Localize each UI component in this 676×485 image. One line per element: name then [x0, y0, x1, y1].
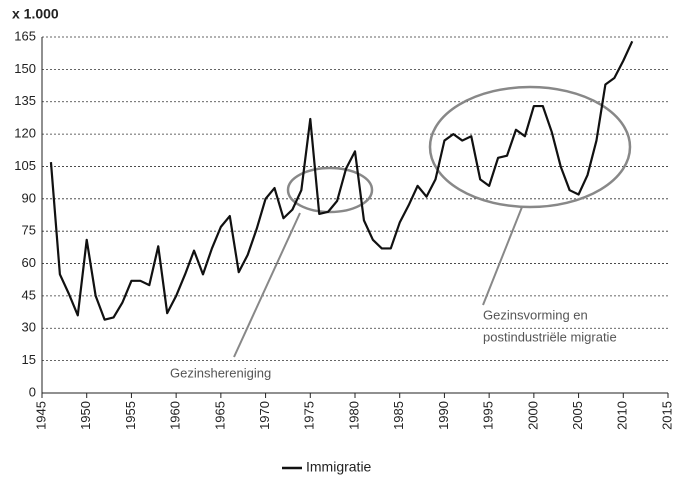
y-tick-label: 75	[22, 223, 36, 238]
x-tick-label: 2010	[615, 401, 630, 430]
x-tick-label: 2015	[659, 401, 674, 430]
x-tick-label: 1965	[212, 401, 227, 430]
x-tick-label: 1950	[78, 401, 93, 430]
y-tick-label: 15	[22, 352, 36, 367]
x-tick-label: 1975	[302, 401, 317, 430]
y-tick-label: 90	[22, 190, 36, 205]
x-tick-label: 1990	[436, 401, 451, 430]
legend-label: Immigratie	[306, 459, 372, 475]
pointer-line	[233, 212, 301, 358]
annotation: postindustriële migratie	[483, 329, 617, 344]
x-tick-label: 1995	[481, 401, 496, 430]
data-line	[49, 40, 634, 321]
x-tick-label: 1980	[346, 401, 361, 430]
y-tick-label: 0	[29, 384, 36, 399]
y-tick-label: 45	[22, 287, 36, 302]
x-tick-label: 2005	[570, 401, 585, 430]
y-tick-label: 165	[14, 28, 36, 43]
annotation: Gezinshereniging	[170, 365, 271, 380]
highlight-ellipse	[428, 85, 632, 209]
x-tick-label: 1945	[33, 401, 48, 430]
y-unit-label: x 1.000	[12, 6, 59, 22]
y-tick-label: 135	[14, 93, 36, 108]
x-tick-label: 1985	[391, 401, 406, 430]
y-tick-label: 30	[22, 320, 36, 335]
x-tick-label: 1970	[257, 401, 272, 430]
pointer-line	[482, 206, 523, 306]
highlight-ellipse	[286, 166, 374, 214]
y-tick-label: 60	[22, 255, 36, 270]
x-tick-label: 1960	[168, 401, 183, 430]
x-tick-label: 2000	[525, 401, 540, 430]
y-tick-label: 150	[14, 61, 36, 76]
y-tick-label: 105	[14, 158, 36, 173]
annotation: Gezinsvorming en	[483, 307, 588, 322]
y-tick-label: 120	[14, 126, 36, 141]
x-tick-label: 1955	[123, 401, 138, 430]
